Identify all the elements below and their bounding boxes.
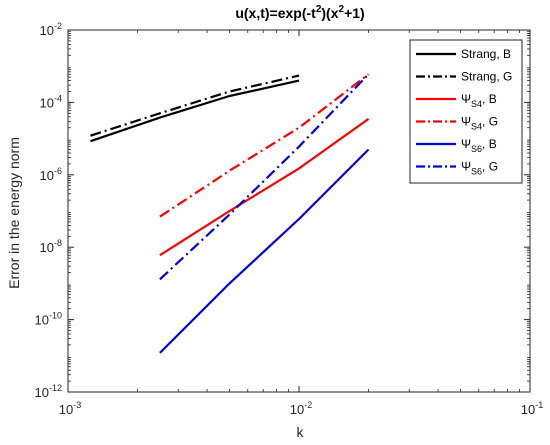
series-line-4 <box>159 148 370 354</box>
y-tick-label: 10-12 <box>35 383 62 400</box>
x-tick-label: 10-3 <box>59 400 81 417</box>
y-axis-label: Error in the energy norm <box>6 137 22 289</box>
y-tick-label: 10-10 <box>35 311 62 328</box>
x-tick-label: 10-1 <box>521 400 543 417</box>
legend-label-4: ΨS6, B <box>461 137 497 154</box>
legend-label-2: ΨS4, B <box>461 92 497 109</box>
y-tick-label: 10-4 <box>40 93 62 110</box>
legend-label-5: ΨS6, G <box>461 160 498 177</box>
series-line-2 <box>159 118 370 257</box>
legend-label-1: Strang, G <box>461 70 512 84</box>
x-axis-label: k <box>297 424 305 440</box>
y-tick-label: 10-2 <box>40 21 62 38</box>
series-line-0 <box>90 79 300 143</box>
legend-label-0: Strang, B <box>461 47 511 61</box>
series-line-1 <box>90 74 300 137</box>
y-tick-label: 10-6 <box>40 166 62 183</box>
chart-title: u(x,t)=exp(-t2)(x2+1) <box>235 4 364 21</box>
series-line-5 <box>159 73 370 281</box>
y-tick-label: 10-8 <box>40 238 62 255</box>
legend-label-3: ΨS4, G <box>461 115 498 132</box>
x-tick-label: 10-2 <box>290 400 312 417</box>
legend-box <box>409 39 523 184</box>
legend: Strang, B Strang, G ΨS4, B ΨS4, G ΨS6, B ΨS6,… <box>409 39 523 184</box>
